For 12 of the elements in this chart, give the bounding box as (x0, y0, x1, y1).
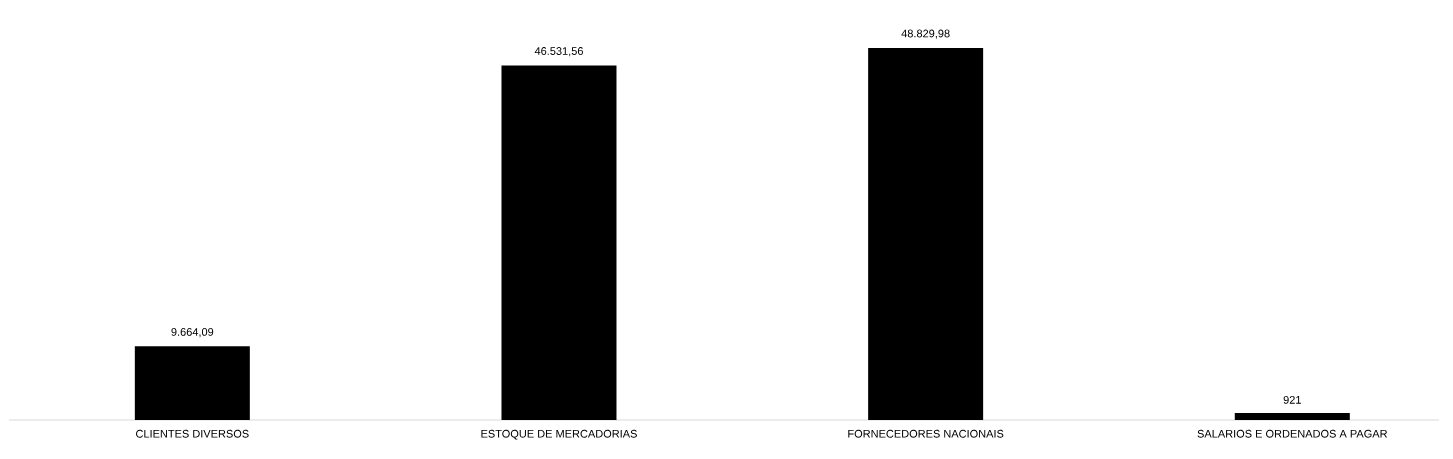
data-label: 46.531,56 (534, 47, 583, 57)
x-tick-label: CLIENTES DIVERSOS (136, 429, 249, 438)
x-tick-label: SALARIOS E ORDENADOS A PAGAR (1197, 429, 1388, 438)
bar (501, 65, 617, 420)
x-tick-label: ESTOQUE DE MERCADORIAS (481, 429, 637, 440)
data-label: 921 (1283, 395, 1301, 404)
bar (868, 47, 984, 420)
bar (1234, 412, 1350, 420)
bar (134, 346, 250, 420)
x-tick-label: FORNECEDORES NACIONAIS (848, 429, 1004, 438)
data-label: 9.664,09 (171, 328, 214, 338)
data-label: 48.829,98 (901, 29, 950, 39)
